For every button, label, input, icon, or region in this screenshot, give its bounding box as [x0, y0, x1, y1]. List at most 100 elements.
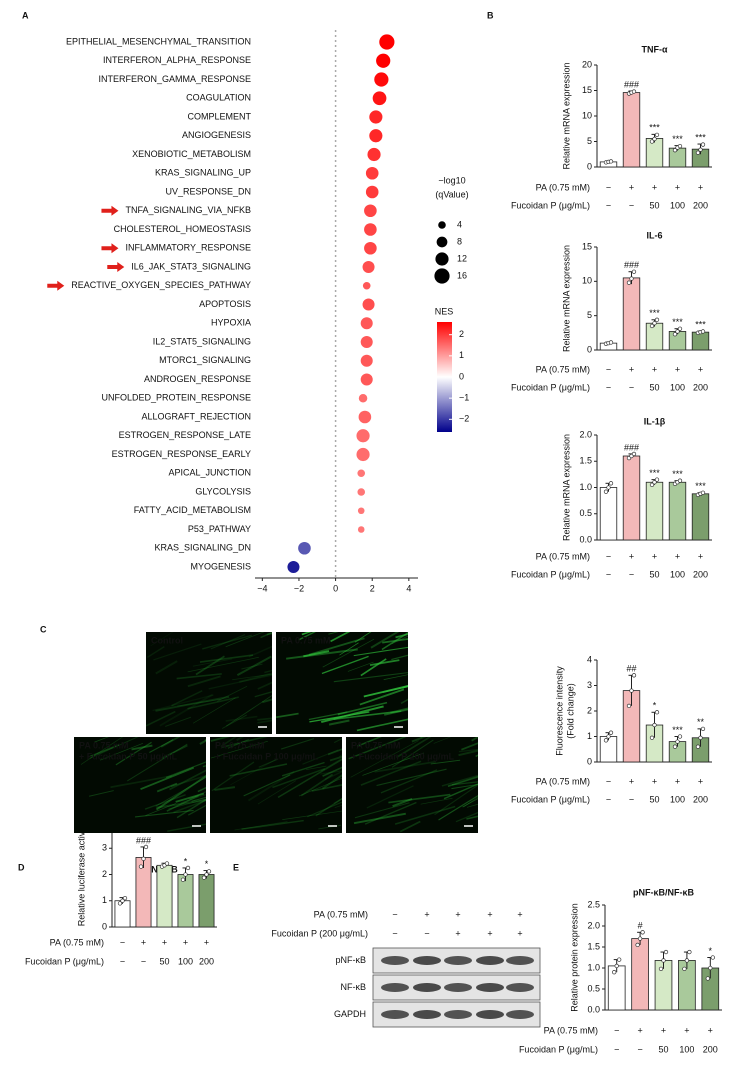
condition-value: + — [629, 364, 634, 374]
y-axis-label: Relative luciferase activity — [76, 822, 86, 926]
fiber — [156, 798, 206, 809]
condition-value: − — [141, 956, 146, 966]
data-point — [661, 958, 666, 963]
condition-value: − — [606, 382, 611, 392]
fiber — [461, 742, 478, 751]
condition-label: Fucoidan P (μg/mL) — [519, 1044, 598, 1054]
significance-label: ### — [624, 79, 639, 89]
condition-value: 200 — [693, 569, 708, 579]
dot — [364, 204, 377, 218]
fiber — [258, 758, 279, 768]
fiber — [411, 737, 427, 743]
significance-label: *** — [672, 134, 683, 144]
fiber — [225, 715, 258, 722]
fiber — [466, 815, 478, 820]
fiber — [307, 801, 342, 818]
y-axis-label: Relative mRNA expression — [561, 245, 571, 352]
data-point — [612, 970, 617, 975]
y-tick-label: 1.5 — [587, 941, 600, 951]
y-tick-label: 2.0 — [587, 920, 600, 930]
panel-label: B — [487, 10, 494, 20]
data-point — [606, 734, 611, 739]
fiber — [210, 740, 268, 759]
condition-value: 100 — [670, 382, 685, 392]
fiber — [458, 749, 478, 757]
significance-label: *** — [672, 317, 683, 327]
fiber — [257, 780, 297, 805]
fiber — [384, 708, 408, 716]
fiber — [110, 775, 173, 789]
bar — [622, 277, 641, 351]
fiber — [434, 784, 478, 816]
data-point — [631, 89, 637, 94]
fiber — [451, 781, 478, 786]
fiber — [354, 632, 372, 643]
fiber — [192, 658, 233, 667]
data-point — [677, 326, 683, 331]
blot-band — [381, 983, 409, 992]
condition-label: Fucoidan P (μg/mL) — [511, 794, 590, 804]
data-point — [649, 139, 655, 144]
fiber — [257, 681, 272, 690]
data-point — [695, 150, 701, 155]
fiber — [210, 634, 246, 650]
category-label: INTERFERON_GAMMA_RESPONSE — [98, 74, 251, 84]
data-point — [608, 730, 614, 735]
fiber — [455, 811, 478, 823]
y-axis-label: Fluorescence intensity — [554, 666, 564, 756]
fiber — [127, 743, 188, 782]
dot — [298, 541, 311, 555]
blot-band — [476, 983, 504, 992]
dot — [365, 185, 379, 199]
fiber — [333, 672, 408, 683]
significance-label: ## — [626, 664, 636, 674]
significance-label: *** — [672, 725, 683, 735]
fiber — [155, 695, 230, 712]
micrograph-label: + Fucoidan P 50 μg/mL — [79, 751, 178, 761]
fiber — [280, 738, 315, 750]
fiber — [214, 786, 236, 791]
y-tick-label: 0 — [587, 756, 592, 766]
fibers — [210, 737, 342, 831]
fiber — [145, 803, 176, 816]
condition-value: + — [698, 364, 703, 374]
color-tick-label: 2 — [459, 329, 464, 339]
condition-label: Fucoidan P (μg/mL) — [511, 382, 590, 392]
fiber — [376, 768, 447, 787]
condition-value: + — [675, 551, 680, 561]
fiber — [303, 650, 330, 658]
highlight-arrow — [101, 243, 119, 254]
fiber — [327, 748, 342, 756]
category-label: REACTIVE_OXYGEN_SPECIES_PATHWAY — [71, 280, 251, 290]
fiber — [187, 656, 259, 673]
blot-band — [381, 1010, 409, 1019]
category-label: FATTY_ACID_METABOLISM — [134, 505, 251, 515]
fiber — [441, 774, 478, 787]
data-point — [710, 955, 715, 960]
bar — [177, 874, 194, 928]
fiber — [153, 643, 202, 661]
category-label: ANDROGEN_RESPONSE — [144, 374, 251, 384]
significance-label: ### — [136, 835, 151, 845]
y-tick-label: 10 — [582, 110, 592, 120]
fiber — [277, 758, 342, 799]
fiber — [348, 737, 407, 760]
fiber — [380, 769, 438, 794]
data-point — [700, 142, 706, 147]
dot — [357, 469, 366, 478]
y-tick-label: 1 — [102, 895, 107, 905]
data-point — [626, 280, 632, 285]
condition-label: PA (0.75 mM) — [536, 551, 590, 561]
fiber — [451, 783, 478, 790]
fiber — [388, 793, 451, 804]
bar — [622, 455, 641, 541]
data-point — [672, 744, 678, 749]
data-point — [705, 976, 710, 981]
data-point — [654, 477, 660, 482]
y-tick-label: 0.5 — [579, 508, 592, 518]
micrograph-label: PA 0.75 mM — [351, 740, 401, 750]
fiber — [328, 719, 350, 726]
fiber — [150, 632, 174, 647]
condition-value: 100 — [679, 1044, 694, 1054]
blot-condition-label: Fucoidan P (200 μg/mL) — [271, 928, 368, 938]
